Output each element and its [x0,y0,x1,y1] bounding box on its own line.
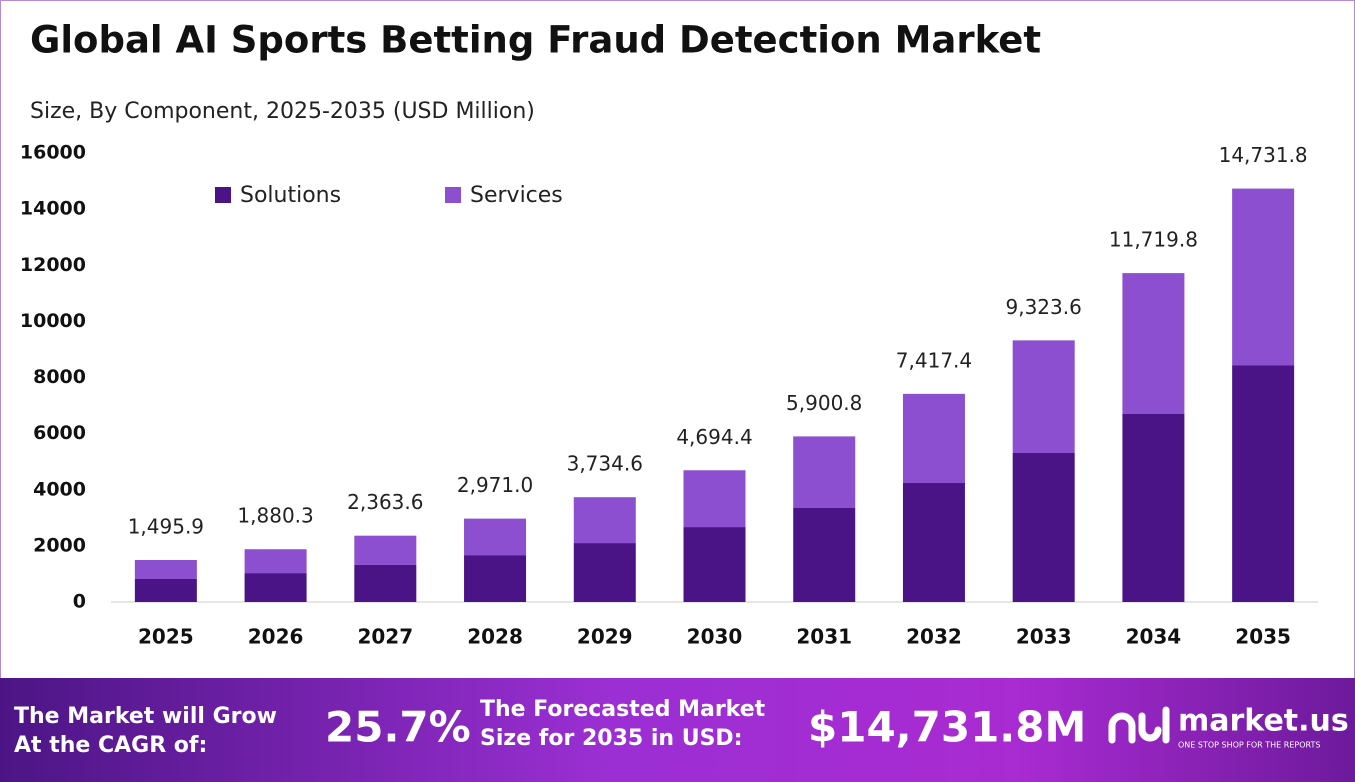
y-tick-label: 8000 [33,366,86,388]
y-tick-label: 4000 [33,478,86,500]
forecast-label: Size for 2035 in USD: [480,726,743,751]
bar-segment [134,560,197,579]
x-tick-label: 2032 [906,625,962,649]
brand-logo [1108,706,1170,744]
total-label: 7,417.4 [896,348,972,372]
forecast-value: $14,731.8M [808,703,1086,752]
bar-segment [793,436,856,508]
total-label: 9,323.6 [1006,295,1082,319]
y-tick-label: 10000 [20,310,86,332]
y-tick-label: 14000 [20,198,86,220]
cagr-value: 25.7% [325,703,471,752]
bar-segment [354,564,417,602]
total-label: 3,734.6 [567,452,643,476]
legend-label: Solutions [240,183,341,208]
chart-title: Global AI Sports Betting Fraud Detection… [30,19,1041,62]
brand-name: market.us [1178,704,1349,739]
brand-tagline: ONE STOP SHOP FOR THE REPORTS [1178,741,1320,750]
bar-segment [1232,188,1295,366]
x-tick-label: 2029 [577,625,633,649]
total-label: 1,880.3 [237,504,313,528]
x-tick-label: 2033 [1016,625,1072,649]
y-tick-label: 6000 [33,422,86,444]
bar-segment [134,578,197,602]
cagr-label: At the CAGR of: [14,733,207,758]
bar-segment [1012,340,1075,453]
cagr-label: The Market will Grow [14,704,277,729]
total-label: 2,971.0 [457,473,533,497]
y-tick-label: 0 [73,591,86,613]
x-tick-label: 2025 [138,625,194,649]
total-label: 14,731.8 [1219,143,1308,167]
y-tick-label: 12000 [20,254,86,276]
total-label: 2,363.6 [347,490,423,514]
bar-segment [464,518,527,556]
total-label: 5,900.8 [786,391,862,415]
x-tick-label: 2035 [1235,625,1291,649]
total-label: 4,694.4 [676,425,752,449]
bar-segment [1232,365,1295,602]
forecast-label: The Forecasted Market [480,697,766,722]
bar-segment [464,555,527,602]
x-tick-label: 2034 [1126,625,1182,649]
x-tick-label: 2026 [248,625,304,649]
bar-segment [573,497,636,544]
legend-label: Services [470,183,563,208]
bar-segment [902,393,965,484]
bar-segment [354,535,417,565]
bar-segment [1122,273,1185,414]
y-tick-label: 2000 [33,534,86,556]
bar-segment [244,549,307,574]
legend-swatch [215,187,231,203]
bar-segment [902,483,965,602]
bar-segment [683,470,746,528]
bar-segment [573,543,636,602]
x-tick-label: 2027 [357,625,413,649]
bar-segment [1012,452,1075,602]
total-label: 11,719.8 [1109,228,1198,252]
chart-subtitle: Size, By Component, 2025-2035 (USD Milli… [30,99,535,124]
x-tick-label: 2028 [467,625,523,649]
bar-segment [1122,413,1185,602]
total-label: 1,495.9 [128,515,204,539]
legend-swatch [445,187,461,203]
y-tick-label: 16000 [20,142,86,164]
bar-segment [793,507,856,602]
x-tick-label: 2031 [796,625,852,649]
bar-segment [244,573,307,602]
x-tick-label: 2030 [687,625,743,649]
bar-segment [683,527,746,602]
